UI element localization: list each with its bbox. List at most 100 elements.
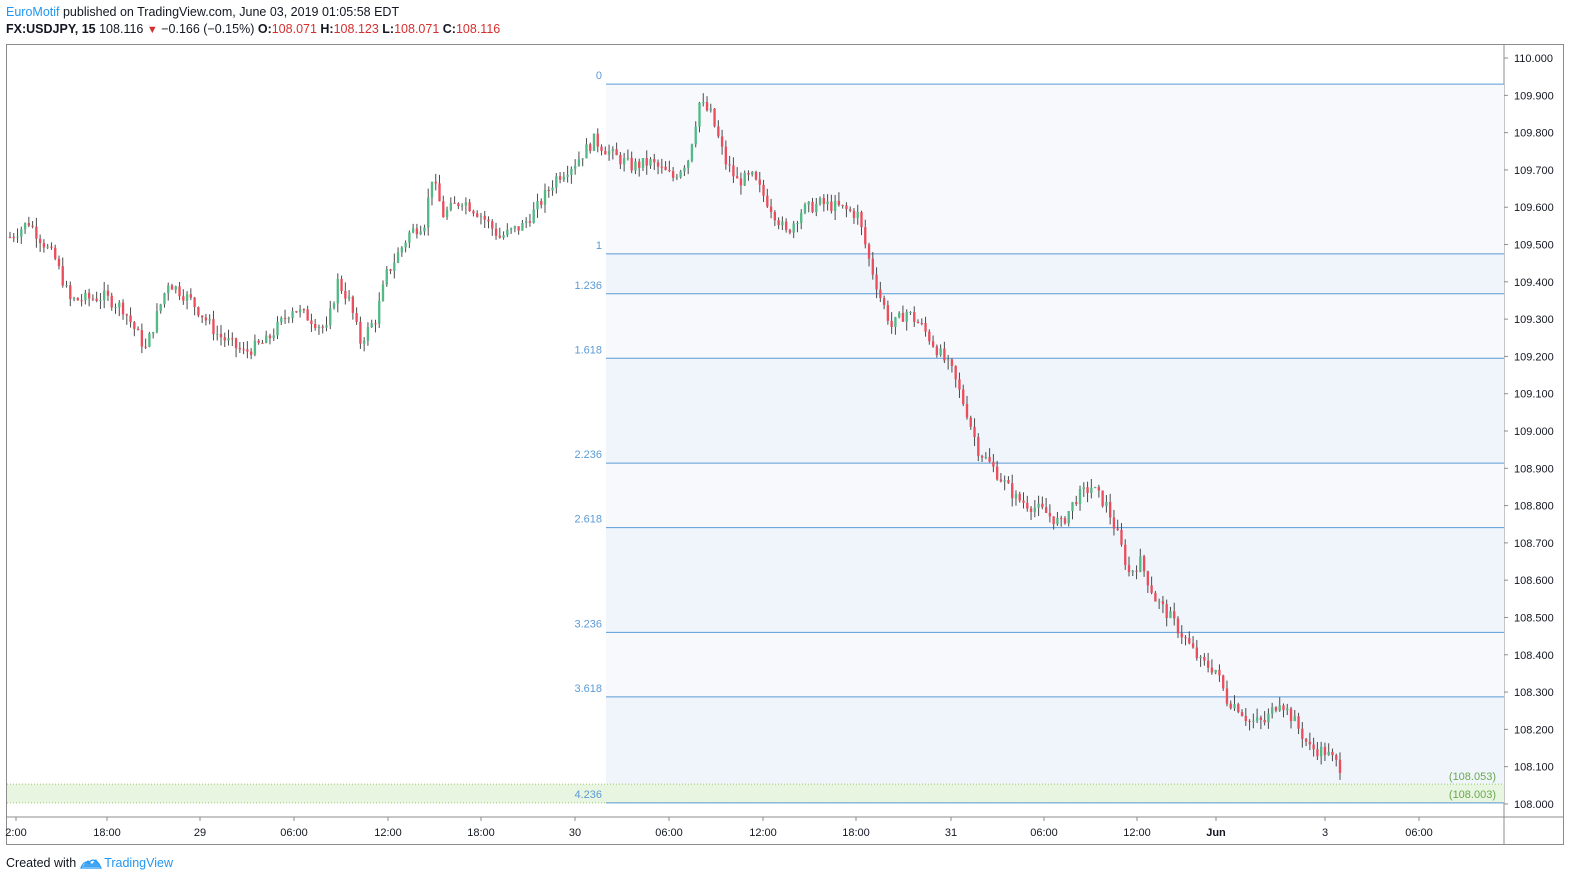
candle-down	[223, 337, 226, 341]
candle-up	[325, 325, 328, 328]
candle-down	[1124, 544, 1127, 565]
fib-level-label: 1.618	[574, 344, 602, 356]
candle-up	[509, 228, 513, 230]
candle-up	[411, 228, 415, 233]
candle-down	[438, 183, 441, 202]
tradingview-link[interactable]: TradingView	[80, 856, 173, 870]
candle-up	[148, 333, 151, 347]
candle-down	[1297, 716, 1300, 729]
candle-up	[1286, 708, 1289, 711]
candle-down	[1022, 500, 1025, 503]
chart-frame[interactable]	[6, 44, 1564, 845]
candle-down	[1195, 647, 1198, 659]
candle-down	[1259, 717, 1263, 720]
candle-down	[962, 389, 965, 405]
y-tick-label: 108.900	[1514, 463, 1554, 475]
target-lower-label: (108.003)	[1449, 789, 1496, 801]
candle-down	[498, 235, 501, 238]
candle-down	[747, 172, 750, 175]
candle-down	[487, 219, 490, 222]
candle-up	[347, 296, 351, 299]
candle-down	[110, 295, 113, 308]
candle-up	[984, 456, 988, 458]
candle-up	[174, 286, 177, 290]
candle-down	[1188, 638, 1191, 644]
candle-down	[351, 296, 355, 314]
candle-down	[871, 258, 874, 275]
candle-down	[1026, 502, 1029, 509]
candle-down	[1048, 512, 1052, 517]
candle-down	[1274, 707, 1278, 711]
candle-down	[754, 171, 758, 180]
candle-up	[185, 294, 189, 301]
candle-down	[8, 237, 12, 239]
candle-up	[65, 285, 68, 287]
candle-down	[355, 313, 358, 322]
candle-down	[434, 181, 437, 184]
candle-down	[197, 307, 200, 316]
candle-down	[788, 229, 792, 233]
candle-down	[920, 323, 923, 325]
candle-down	[1289, 708, 1293, 722]
candle-down	[1075, 502, 1078, 505]
candle-down	[1206, 660, 1210, 668]
fib-level-label: 3.618	[574, 683, 602, 695]
candle-down	[494, 228, 498, 236]
candle-down	[1304, 738, 1308, 742]
candle-down	[630, 157, 633, 171]
candle-down	[958, 379, 961, 390]
candle-down	[483, 215, 486, 220]
x-tick-label: 06:00	[655, 827, 683, 839]
candle-down	[589, 144, 592, 151]
candle-down	[1154, 592, 1157, 602]
candle-up	[592, 133, 596, 151]
open-value: 108.071	[271, 22, 317, 36]
candle-up	[543, 189, 547, 205]
candle-down	[1176, 618, 1180, 634]
target-upper-label: (108.053)	[1449, 771, 1496, 783]
candle-down	[1041, 503, 1044, 508]
candle-down	[1097, 487, 1101, 491]
candle-down	[1244, 715, 1247, 722]
y-tick-label: 108.300	[1514, 687, 1554, 699]
candle-down	[717, 126, 720, 137]
y-tick-label: 109.300	[1514, 314, 1554, 326]
candle-up	[378, 300, 381, 324]
candle-up	[581, 158, 584, 160]
candle-down	[91, 298, 95, 300]
candle-down	[61, 266, 64, 286]
candle-up	[152, 332, 155, 334]
candle-down	[31, 225, 34, 227]
candle-down	[1191, 643, 1195, 648]
high-label: H:	[320, 22, 334, 36]
candle-up	[939, 348, 942, 356]
candle-down	[129, 315, 132, 323]
candle-down	[374, 323, 377, 325]
candle-down	[219, 334, 223, 338]
candle-down	[882, 297, 886, 306]
candle-down	[170, 285, 174, 290]
candle-up	[607, 151, 611, 155]
candle-up	[103, 290, 106, 301]
candle-down	[558, 176, 562, 180]
x-tick-label: 12:00	[1123, 827, 1151, 839]
y-tick-label: 109.800	[1514, 128, 1554, 140]
ohlc-legend: FX:USDJPY, 15 108.116 ▼ −0.166 (−0.15%) …	[6, 22, 500, 36]
author-link[interactable]: EuroMotif	[6, 5, 60, 19]
candle-down	[1237, 704, 1240, 713]
y-tick-label: 109.700	[1514, 165, 1554, 177]
candle-up	[1278, 705, 1281, 711]
y-tick-label: 109.600	[1514, 202, 1554, 214]
candle-down	[935, 346, 939, 356]
candle-down	[189, 294, 193, 298]
candle-up	[1252, 720, 1255, 722]
candle-down	[1060, 517, 1063, 519]
candle-down	[1044, 507, 1048, 513]
candle-down	[596, 133, 599, 147]
candle-down	[943, 348, 946, 361]
candle-up	[1131, 570, 1134, 573]
candle-down	[314, 323, 317, 329]
candle-down	[1007, 480, 1010, 484]
y-tick-label: 109.500	[1514, 240, 1554, 252]
